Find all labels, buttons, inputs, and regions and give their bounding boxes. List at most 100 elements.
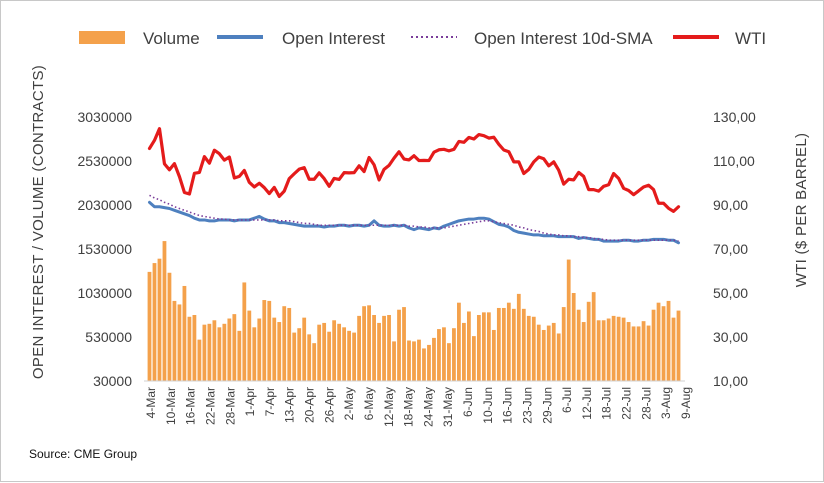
legend-label-open-interest: Open Interest	[282, 29, 385, 48]
x-tick-label: 28-Jul	[639, 387, 653, 420]
left-axis-title: OPEN INTEREST / VOLUME (CONTRACTS)	[30, 65, 47, 379]
volume-bar	[566, 259, 571, 381]
left-tick-label: 3030000	[77, 109, 132, 125]
volume-bar	[237, 330, 242, 381]
volume-bar	[282, 306, 287, 381]
volume-bar	[616, 316, 621, 381]
x-tick-label: 10-Mar	[164, 387, 178, 425]
x-tick-label: 6-Jun	[461, 387, 475, 417]
x-tick-label: 18-Jul	[600, 387, 614, 420]
volume-bar	[162, 241, 167, 381]
volume-bar	[521, 308, 526, 381]
x-tick-label: 28-Mar	[223, 387, 237, 425]
x-tick-label: 9-Aug	[679, 387, 693, 419]
right-tick-label: 30,00	[713, 329, 748, 345]
volume-bar	[202, 324, 207, 381]
legend-label-volume: Volume	[143, 29, 200, 48]
left-tick-label: 2530000	[77, 153, 132, 169]
volume-bar	[462, 322, 466, 381]
source-note: Source: CME Group	[29, 447, 138, 461]
volume-bar	[322, 322, 327, 381]
volume-bar	[467, 311, 471, 381]
x-tick-label: 6-May	[362, 387, 376, 420]
volume-bar	[427, 344, 431, 381]
volume-bar	[491, 329, 496, 381]
x-tick-label: 16-Jun	[501, 387, 515, 424]
volume-bar	[586, 301, 591, 381]
volume-bar	[267, 300, 272, 381]
x-tick-label: 29-Jun	[540, 387, 554, 424]
series-lines	[147, 127, 681, 245]
volume-bar	[646, 325, 651, 381]
volume-bar	[481, 312, 486, 381]
volume-bar	[626, 322, 631, 381]
volume-bar	[447, 343, 451, 381]
volume-bar	[382, 315, 386, 381]
volume-bar	[611, 315, 616, 381]
x-tick-label: 7-Apr	[263, 387, 277, 416]
volume-bar	[287, 307, 292, 381]
volume-bar	[402, 307, 406, 381]
volume-bar	[147, 271, 152, 381]
volume-bar	[596, 320, 601, 381]
volume-bar	[372, 315, 376, 381]
volume-bar	[471, 336, 476, 381]
wti-line	[147, 127, 681, 213]
volume-bar	[297, 328, 302, 381]
volume-bar	[167, 272, 172, 381]
x-tick-label: 31-May	[441, 387, 455, 427]
volume-bar	[307, 334, 312, 381]
volume-bar	[292, 332, 297, 381]
x-tick-label: 22-Mar	[203, 387, 217, 425]
volume-bar	[551, 322, 556, 381]
volume-bar	[501, 307, 506, 381]
legend-label-open-interest-sma: Open Interest 10d-SMA	[474, 29, 653, 48]
volume-bar	[511, 308, 516, 381]
x-tick-label: 4-Mar	[144, 387, 158, 418]
legend-label-wti: WTI	[735, 29, 766, 48]
volume-bar	[197, 339, 202, 381]
volume-bar	[157, 258, 162, 381]
x-tick-label: 22-Jul	[620, 387, 634, 420]
left-tick-label: 30000	[93, 373, 132, 389]
legend-swatch-volume	[79, 31, 125, 44]
volume-bar	[442, 327, 446, 381]
volume-bar	[357, 315, 361, 381]
x-tick-label: 6-Jul	[560, 387, 574, 413]
volume-bar	[536, 324, 541, 381]
volume-bar	[397, 309, 401, 381]
volume-bar	[526, 315, 531, 381]
volume-bar	[506, 302, 511, 381]
volume-bar	[172, 300, 177, 381]
volume-bar	[476, 315, 481, 381]
volume-bar	[217, 327, 222, 381]
left-tick-label: 1530000	[77, 241, 132, 257]
volume-bar	[342, 327, 347, 381]
right-tick-label: 70,00	[713, 241, 748, 257]
volume-bar	[601, 320, 606, 381]
volume-bar	[347, 330, 352, 381]
x-tick-label: 13-Apr	[283, 387, 297, 423]
x-tick-label: 26-Apr	[322, 387, 336, 423]
volume-bar	[327, 331, 332, 381]
right-tick-label: 130,00	[713, 109, 756, 125]
volume-bar	[247, 310, 252, 381]
right-tick-label: 50,00	[713, 285, 748, 301]
x-tick-label: 18-May	[402, 387, 416, 427]
volume-bar	[152, 263, 157, 381]
volume-bar	[631, 326, 636, 381]
volume-bar	[417, 339, 421, 381]
x-axis-ticks: 4-Mar 10-Mar 16-Mar 22-Mar 28-Mar 1-Apr 7-Apr 1…	[144, 387, 693, 427]
left-axis-ticks: 30000 530000 1030000 1530000 2030000 2530000 3…	[77, 109, 132, 389]
volume-bar	[676, 310, 681, 381]
x-tick-label: 20-Apr	[303, 387, 317, 423]
volume-bar	[571, 293, 576, 381]
right-tick-label: 10,00	[713, 373, 748, 389]
left-tick-label: 2030000	[77, 197, 132, 213]
volume-bar	[352, 332, 357, 381]
volume-bar	[312, 343, 317, 381]
volume-bar	[262, 300, 267, 381]
right-tick-label: 110,00	[713, 153, 755, 169]
volume-bar	[257, 318, 262, 381]
